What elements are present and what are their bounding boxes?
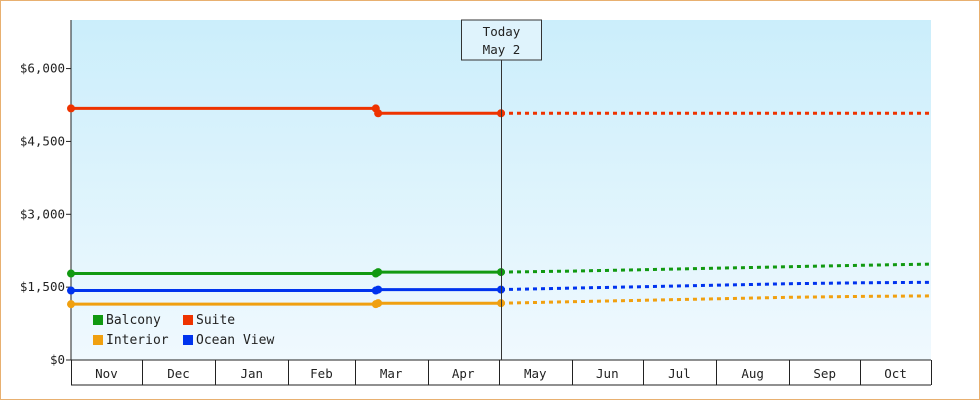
legend-swatch: [183, 335, 193, 345]
y-tick-label: $4,500: [20, 133, 65, 148]
data-point: [67, 104, 75, 113]
today-label: Today: [483, 24, 521, 39]
y-tick-label: $0: [50, 352, 65, 367]
x-tick-label: Nov: [95, 366, 118, 381]
data-point: [374, 268, 383, 277]
series-line-actual: [71, 270, 501, 275]
x-tick-label: Oct: [884, 366, 907, 381]
x-tick-label: Jan: [240, 366, 263, 381]
legend: Balcony Suite Interior Ocean View: [93, 313, 274, 348]
legend-label: Suite: [196, 313, 235, 328]
x-tick-label: May: [524, 366, 547, 381]
y-axis: $0 $1,500 $3,000 $4,500 $6,000: [20, 20, 72, 367]
data-point: [374, 299, 383, 308]
data-point: [67, 269, 75, 278]
legend-label: Balcony: [106, 313, 161, 328]
y-tick-label: $3,000: [20, 206, 65, 221]
data-point: [374, 285, 383, 294]
legend-swatch: [93, 315, 103, 325]
y-tick-label: $1,500: [20, 279, 65, 294]
x-tick-label: Dec: [167, 366, 190, 381]
today-box: [461, 19, 542, 61]
data-point: [374, 109, 383, 118]
series-line-actual: [71, 288, 501, 292]
legend-label: Ocean View: [196, 333, 274, 348]
legend-swatch: [93, 335, 103, 345]
x-axis: Nov Dec Jan Feb Mar Apr May Jun Jul Aug Sep Oct: [71, 359, 932, 386]
data-point: [67, 300, 75, 309]
series-line-actual: [71, 301, 501, 306]
data-point: [67, 286, 75, 295]
x-tick-label: Jun: [596, 366, 619, 381]
legend-label: Interior: [106, 333, 169, 348]
x-tick-label: Feb: [310, 366, 333, 381]
today-marker: Today May 2: [461, 19, 542, 360]
x-tick-label: Apr: [452, 366, 475, 381]
legend-swatch: [183, 315, 193, 325]
today-date: May 2: [483, 42, 521, 57]
x-tick-label: Mar: [380, 366, 403, 381]
y-tick-label: $6,000: [20, 61, 65, 76]
x-tick-label: Jul: [668, 366, 691, 381]
x-tick-label: Sep: [813, 366, 836, 381]
series-group: [67, 104, 932, 309]
x-tick-label: Aug: [741, 366, 764, 381]
